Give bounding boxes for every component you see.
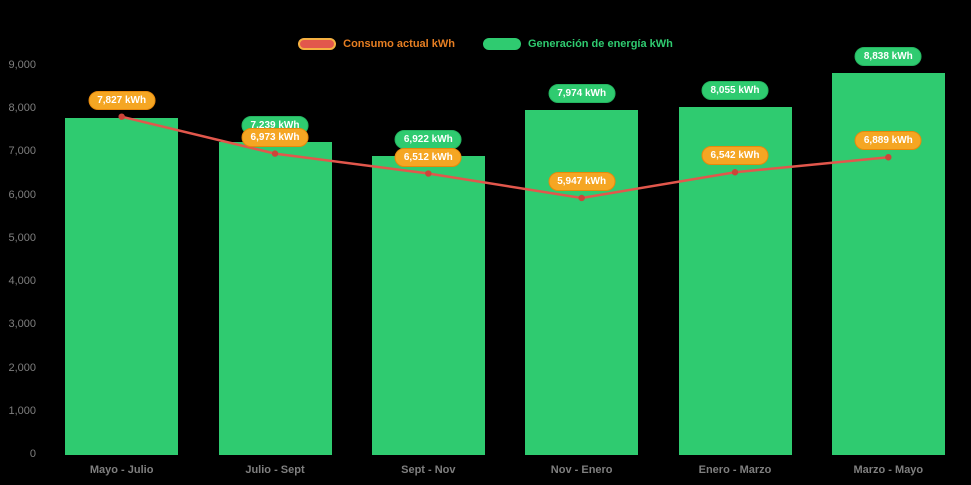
- legend-label-consumo: Consumo actual kWh: [343, 38, 455, 50]
- generation-bar-4: [525, 110, 639, 455]
- consumption-value-label-3: 6,512 kWh: [394, 147, 462, 167]
- legend: Consumo actual kWh Generación de energía…: [0, 38, 971, 50]
- x-axis-category-label: Julio - Sept: [245, 464, 305, 476]
- y-axis-tick-label: 0: [29, 448, 36, 460]
- consumption-value-label-2: 6,973 kWh: [241, 127, 309, 147]
- generation-value-label-4: 7,974 kWh: [548, 84, 616, 104]
- consumption-value-label-1: 7,827 kWh: [88, 90, 156, 110]
- y-axis-tick-label: 2,000: [8, 361, 36, 374]
- consumption-value-label-6: 6,889 kWh: [854, 131, 922, 151]
- consumption-value-label-5: 6,542 kWh: [701, 146, 769, 166]
- consumption-value-label-4: 5,947 kWh: [548, 171, 616, 191]
- legend-item-consumo[interactable]: Consumo actual kWh: [298, 38, 455, 50]
- y-axis-tick-label: 9,000: [8, 59, 36, 71]
- generation-bar-3: [371, 155, 485, 455]
- generation-value-label-3: 6,922 kWh: [394, 129, 462, 149]
- consumo-swatch-icon: [298, 38, 337, 50]
- generation-bar-1: [65, 117, 179, 455]
- legend-label-generacion: Generación de energía kWh: [527, 38, 673, 50]
- x-axis-category-label: Enero - Marzo: [698, 464, 772, 476]
- generation-value-label-5: 8,055 kWh: [701, 80, 769, 100]
- y-axis-tick-label: 1,000: [8, 404, 36, 417]
- y-axis-tick-label: 3,000: [8, 318, 36, 331]
- x-axis-category-label: Marzo - Mayo: [853, 464, 924, 476]
- legend-item-generacion[interactable]: Generación de energía kWh: [482, 38, 673, 50]
- generacion-swatch-icon: [482, 38, 521, 50]
- y-axis-tick-label: 4,000: [8, 275, 36, 288]
- x-axis-category-label: Sept - Nov: [401, 464, 456, 476]
- x-axis-category-label: Nov - Enero: [550, 464, 613, 476]
- generation-bar-2: [218, 142, 332, 455]
- y-axis-tick-label: 5,000: [8, 231, 36, 244]
- generation-value-label-6: 8,838 kWh: [854, 47, 922, 66]
- y-axis-tick-label: 7,000: [8, 145, 36, 158]
- y-axis-tick-label: 8,000: [8, 102, 36, 115]
- y-axis-tick-label: 6,000: [8, 188, 36, 201]
- x-axis-category-label: Mayo - Julio: [89, 464, 154, 476]
